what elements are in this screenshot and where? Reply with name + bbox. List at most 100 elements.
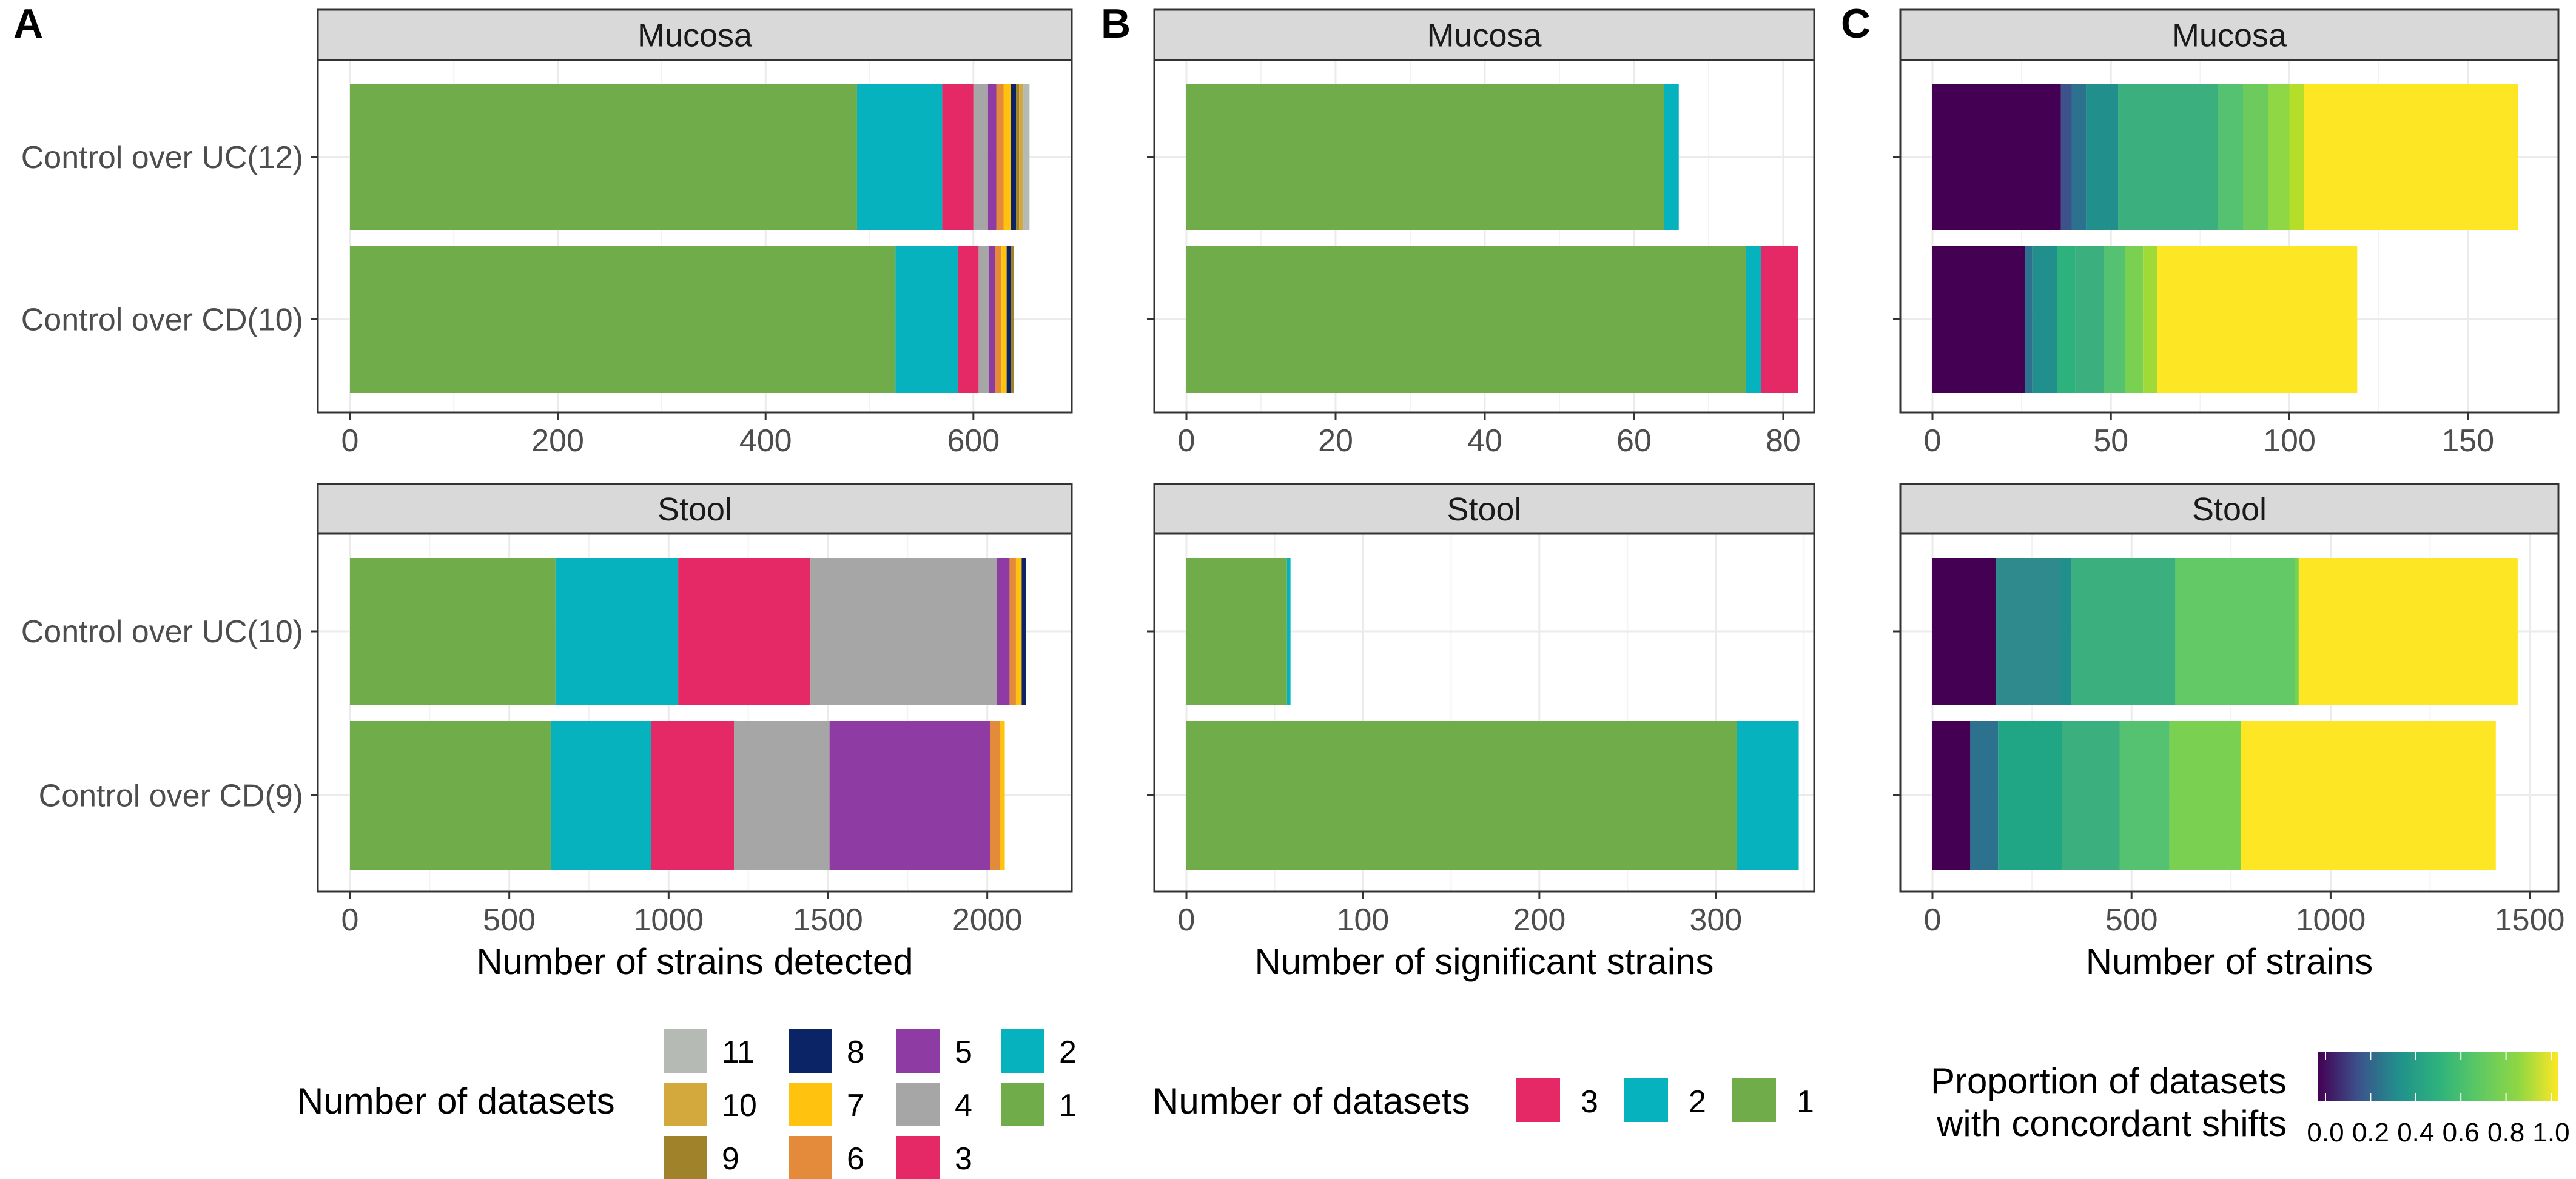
bar-segment-9 xyxy=(1011,246,1014,393)
bar-segment-11 xyxy=(1023,84,1030,230)
panel-c-mucosa: Mucosa 0 50 100 150 xyxy=(1893,8,2560,458)
bar-segment-1 xyxy=(350,721,551,870)
panel-a-mucosa: Mucosa Control over UC(12) Control over CD… xyxy=(21,8,1073,458)
legend-title: Number of datasets xyxy=(297,1081,615,1121)
x-tick-label: 1000 xyxy=(2296,902,2366,938)
stacked-bar xyxy=(1186,246,1798,393)
bar-segment-1 xyxy=(1186,246,1746,393)
bar-segment-0.3 xyxy=(2060,558,2072,705)
bar-segment-9 xyxy=(1016,84,1020,230)
x-tick-label: 0 xyxy=(341,423,359,458)
facet-strip-label: Mucosa xyxy=(637,18,753,54)
legend-swatch xyxy=(1624,1078,1668,1122)
legend-item: 9 xyxy=(664,1136,739,1179)
panel-border xyxy=(1153,532,1815,893)
legend-swatch xyxy=(789,1029,832,1073)
bar-segment-0.33 xyxy=(2086,84,2119,230)
panel-letter-a: A xyxy=(13,1,43,47)
legend-swatch xyxy=(664,1136,707,1179)
bar-segment-0.5 xyxy=(2118,84,2218,230)
bar-segment-3 xyxy=(958,246,979,393)
legend-title: Proportion of datasets xyxy=(1931,1061,2287,1101)
bar-segment-6 xyxy=(996,84,1004,230)
facet-strip xyxy=(1153,8,1815,61)
bar-segment-3 xyxy=(651,721,735,870)
x-tick-label: 40 xyxy=(1467,423,1502,458)
stacked-bar xyxy=(1186,84,1679,230)
y-tick-label: Control over UC(12) xyxy=(21,140,303,175)
bar-segment-2 xyxy=(856,84,943,230)
bar-segment-8 xyxy=(1006,246,1011,393)
bar-segment-0.33 xyxy=(2062,721,2120,870)
bar-segment-0.25 xyxy=(2071,84,2087,230)
legend-swatch xyxy=(1001,1083,1044,1126)
bar-segment-5 xyxy=(987,84,997,230)
bar-segment-3 xyxy=(678,558,811,705)
legend-item: 2 xyxy=(1624,1078,1706,1122)
facet-strip-label: Stool xyxy=(1447,491,1521,528)
bar-segment-0.67 xyxy=(2243,84,2268,230)
bar-segment-0.2 xyxy=(2025,246,2033,393)
bar-segment-0.5 xyxy=(2075,246,2104,393)
panel-border xyxy=(1899,59,2560,414)
x-tick-label: 1000 xyxy=(633,902,704,938)
bar-segment-7 xyxy=(1000,721,1005,870)
legend-item: 8 xyxy=(789,1029,864,1073)
bar-segment-0.8 xyxy=(2295,558,2299,705)
panel-b-stool: Stool 0 100 200 300 xyxy=(1147,483,1815,938)
legend-swatch xyxy=(1732,1078,1776,1122)
panel-b-mucosa: Mucosa 0 20 40 60 80 xyxy=(1147,8,1815,458)
bar-segment-0.11 xyxy=(1970,721,1999,870)
bar-segment-1 xyxy=(1186,84,1664,230)
bar-segment-1.0 xyxy=(2241,721,2496,870)
bar-segment-0.0 xyxy=(1932,84,2061,230)
bar-segment-0.83 xyxy=(2289,84,2304,230)
facet-strip-label: Mucosa xyxy=(1427,18,1542,54)
legend-datasets-all: Number of datasets 11 10 9 8 7 6 5 4 3 2 1 xyxy=(297,1029,1077,1179)
bar-segment-0.17 xyxy=(2060,84,2072,230)
colorbar-tick-label: 0.2 xyxy=(2352,1118,2389,1147)
bar-segment-0.56 xyxy=(2169,721,2241,870)
legend-item: 3 xyxy=(1516,1078,1598,1122)
legend-label: 1 xyxy=(1059,1088,1077,1123)
bar-segment-1.0 xyxy=(2298,558,2518,705)
bar-segment-7 xyxy=(1001,246,1007,393)
bar-segment-8 xyxy=(1021,558,1026,705)
bar-segment-8 xyxy=(1011,84,1017,230)
bar-segment-0.75 xyxy=(2268,84,2290,230)
bar-segment-6 xyxy=(990,721,1000,870)
bar-segment-2 xyxy=(1737,721,1799,870)
bar-segment-2 xyxy=(550,721,651,870)
legend-item: 7 xyxy=(789,1083,864,1126)
x-axis-title: Number of strains detected xyxy=(476,941,913,982)
colorbar-tick-label: 0.6 xyxy=(2443,1118,2480,1147)
legend-swatch xyxy=(664,1029,707,1073)
bar-segment-0.6 xyxy=(2104,246,2125,393)
colorbar-tick-label: 1.0 xyxy=(2532,1118,2569,1147)
y-tick-label: Control over CD(10) xyxy=(21,303,303,338)
facet-strip-label: Stool xyxy=(657,491,732,528)
bar-segment-1 xyxy=(350,558,556,705)
legend-label: 2 xyxy=(1059,1035,1077,1070)
legend-title: with concordant shifts xyxy=(1936,1103,2287,1144)
stacked-bar xyxy=(350,84,1030,230)
bar-segment-0.2 xyxy=(1996,558,2060,705)
bar-segment-4 xyxy=(973,84,988,230)
facet-strip xyxy=(1153,483,1815,535)
panel-c-stool: Stool 0 500 1000 1500 xyxy=(1893,483,2564,938)
legend-swatch xyxy=(896,1136,940,1179)
bar-segment-0.58 xyxy=(2218,84,2243,230)
bar-segment-0.5 xyxy=(2071,558,2176,705)
bar-segment-10 xyxy=(1019,84,1024,230)
bar-segment-5 xyxy=(829,721,990,870)
facet-strip xyxy=(317,8,1073,61)
bar-segment-0.44 xyxy=(2119,721,2170,870)
bar-segment-3 xyxy=(1761,246,1798,393)
stacked-bar xyxy=(1932,721,2496,870)
stacked-bar xyxy=(1186,721,1799,870)
legend-item: 5 xyxy=(896,1029,972,1073)
bar-segment-3 xyxy=(942,84,974,230)
bar-segment-6 xyxy=(1009,558,1016,705)
bar-segment-1 xyxy=(1186,558,1287,705)
